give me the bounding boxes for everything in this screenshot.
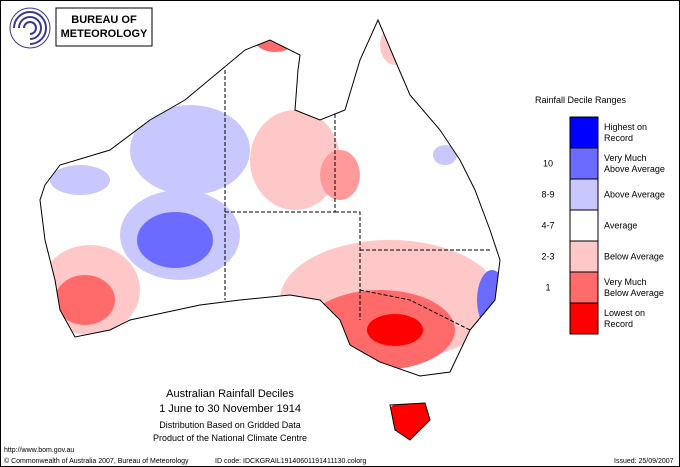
- legend-decile: 2-3: [541, 252, 554, 262]
- coastline: [39, 18, 501, 441]
- legend-label: Below Average: [604, 252, 664, 262]
- legend-swatch: [569, 271, 599, 304]
- caption-note: Distribution Based on Gridded Data: [159, 420, 301, 430]
- legend-label: Below Average: [604, 288, 664, 298]
- legend-decile: 8-9: [541, 190, 554, 200]
- footer-url: http://www.bom.gov.au: [4, 447, 74, 454]
- legend-swatch: [569, 302, 599, 335]
- caption-period: 1 June to 30 November 1914: [159, 403, 301, 415]
- legend-label: Record: [604, 133, 633, 143]
- logo-text: METEOROLOGY: [61, 28, 148, 40]
- state-borders: [224, 70, 490, 331]
- legend-swatch: [569, 240, 599, 273]
- legend-swatch: [569, 147, 599, 180]
- legend-swatch: [569, 116, 599, 149]
- legend-swatch: [569, 209, 599, 242]
- caption-title: Australian Rainfall Deciles: [166, 388, 294, 400]
- logo: BUREAU OF METEOROLOGY: [9, 7, 153, 49]
- legend-label: Above Average: [604, 190, 665, 200]
- footer-id: ID code: IDCKGRAIL19140601191411130.colo…: [215, 458, 366, 465]
- legend-label: Lowest on: [604, 308, 645, 318]
- legend-label: Very Much: [604, 277, 647, 287]
- legend-decile: 1: [545, 283, 550, 293]
- legend-label: Very Much: [604, 153, 647, 163]
- footer-copyright: © Commonwealth of Australia 2007, Bureau…: [4, 457, 189, 465]
- legend-swatch: [569, 178, 599, 211]
- footer-issued: Issued: 25/09/2007: [614, 458, 674, 465]
- logo-text: BUREAU OF: [71, 14, 137, 26]
- legend-label: Average: [604, 221, 637, 231]
- legend-label: Above Average: [604, 164, 665, 174]
- caption-note: Product of the National Climate Centre: [153, 433, 307, 443]
- legend-decile: 10: [543, 159, 553, 169]
- legend-label: Highest on: [604, 122, 647, 132]
- legend-label: Record: [604, 319, 633, 329]
- legend-decile: 4-7: [541, 221, 554, 231]
- legend-title: Rainfall Decile Ranges: [535, 95, 627, 105]
